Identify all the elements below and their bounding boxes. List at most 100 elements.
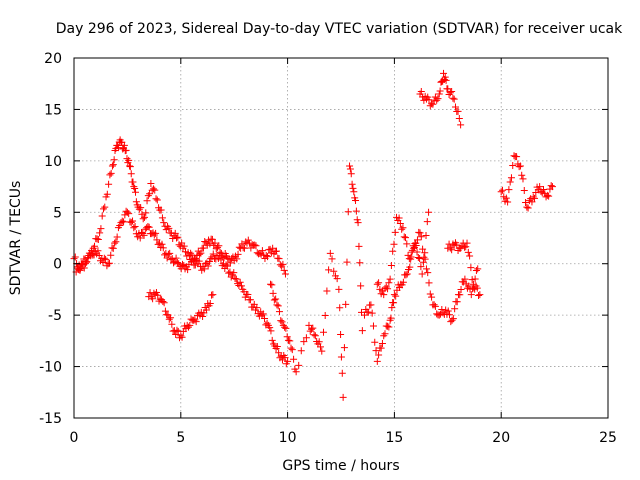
data-point-interp — [73, 263, 81, 271]
y-tick-labels: -15 -10 -5 0 5 10 15 20 — [39, 51, 62, 427]
data-point-interp — [131, 222, 139, 230]
data-point-interp — [108, 244, 116, 252]
data-point-interp — [164, 250, 172, 258]
data-point-interp — [515, 163, 523, 171]
data-point — [529, 193, 537, 201]
data-point — [380, 291, 388, 299]
data-point-interp — [244, 236, 252, 244]
data-point — [474, 265, 482, 273]
data-point-interp — [184, 323, 192, 331]
data-point-interp — [431, 302, 439, 310]
data-point-interp — [267, 327, 275, 335]
data-point-interp — [152, 229, 160, 237]
data-point-interp — [273, 343, 281, 351]
data-point-interp — [259, 310, 267, 318]
data-point-interp — [456, 291, 464, 299]
data-point — [435, 90, 443, 98]
data-point-interp — [122, 146, 130, 154]
data-point-interp — [158, 240, 166, 248]
data-point-interp — [300, 338, 308, 346]
data-point-interp — [410, 243, 418, 251]
data-point-interp — [196, 250, 204, 258]
data-point-interp — [417, 263, 425, 271]
data-point-interp — [233, 255, 241, 263]
data-point-interp — [507, 174, 515, 182]
data-marks — [70, 69, 556, 401]
data-point-interp — [160, 299, 168, 307]
data-point — [367, 301, 375, 309]
data-point-interp — [173, 258, 181, 266]
data-point — [126, 162, 134, 170]
data-point-interp — [422, 231, 430, 239]
data-point-interp — [71, 253, 79, 261]
data-point-interp — [100, 254, 108, 262]
data-point-interp — [186, 321, 194, 329]
x-axis-label: GPS time / hours — [282, 458, 399, 474]
data-point-interp — [140, 231, 148, 239]
data-point-interp — [275, 349, 283, 357]
data-point-interp — [205, 257, 213, 265]
data-point — [202, 306, 210, 314]
data-point-interp — [357, 282, 365, 290]
data-point-interp — [336, 304, 344, 312]
data-point-interp — [158, 214, 166, 222]
data-point-interp — [442, 76, 450, 84]
data-point-interp — [467, 264, 475, 272]
data-point — [108, 162, 116, 170]
data-point-interp — [464, 248, 472, 256]
data-point-interp — [321, 311, 329, 319]
data-point-interp — [94, 247, 102, 255]
data-point — [123, 208, 131, 216]
data-point-interp — [428, 293, 436, 301]
data-point — [504, 198, 512, 206]
y-tick-label: 10 — [44, 154, 62, 170]
data-point-interp — [473, 284, 481, 292]
data-point-interp — [449, 315, 457, 323]
data-point-interp — [129, 178, 137, 186]
data-point-interp — [425, 279, 433, 287]
data-point-interp — [75, 266, 83, 274]
data-point-interp — [99, 205, 107, 213]
data-point-interp — [180, 242, 188, 250]
data-point-interp — [82, 258, 90, 266]
data-point-interp — [214, 243, 222, 251]
data-point-interp — [105, 180, 113, 188]
data-point-interp — [434, 95, 442, 103]
data-point — [160, 219, 168, 227]
data-point-interp — [310, 331, 318, 339]
data-point-interp — [392, 292, 400, 300]
data-point-interp — [107, 169, 115, 177]
data-point-interp — [295, 361, 303, 369]
data-point — [422, 265, 430, 273]
data-point-interp — [506, 178, 514, 186]
data-point-interp — [396, 219, 404, 227]
data-point-interp — [178, 333, 186, 341]
data-point-interp — [395, 214, 403, 222]
x-tick-label: 10 — [279, 430, 297, 446]
data-point-interp — [446, 311, 454, 319]
data-point-interp — [240, 244, 248, 252]
data-point — [523, 203, 531, 211]
data-point-interp — [278, 262, 286, 270]
data-point-interp — [338, 369, 346, 377]
data-point-interp — [539, 186, 547, 194]
data-point — [450, 95, 458, 103]
data-point-interp — [343, 258, 351, 266]
data-point — [346, 162, 354, 170]
data-point-interp — [195, 257, 203, 265]
data-point-interp — [547, 182, 555, 190]
data-point-interp — [154, 291, 162, 299]
data-point-interp — [107, 251, 115, 259]
data-point-interp — [323, 287, 331, 295]
data-point-interp — [446, 89, 454, 97]
data-point-interp — [446, 244, 454, 252]
data-point-interp — [131, 184, 139, 192]
y-tick-label: 15 — [44, 102, 62, 118]
data-point-interp — [328, 255, 336, 263]
data-point-interp — [475, 292, 483, 300]
data-point — [350, 188, 358, 196]
data-point — [548, 183, 556, 191]
data-point-interp — [404, 251, 412, 259]
data-point-interp — [132, 198, 140, 206]
